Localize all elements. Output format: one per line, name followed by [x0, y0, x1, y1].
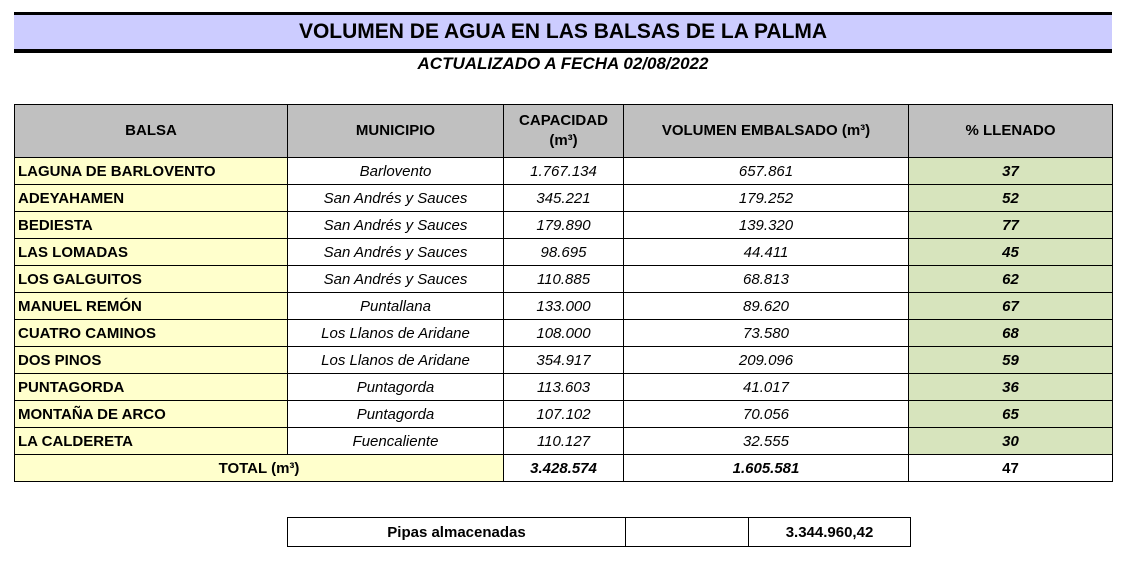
cell: CUATRO CAMINOS: [14, 319, 288, 347]
cell: 67: [908, 292, 1113, 320]
cell: Barlovento: [287, 157, 504, 185]
cell: 77: [908, 211, 1113, 239]
column-header: BALSA: [14, 104, 288, 158]
table-row: ADEYAHAMEN San Andrés y Sauces 345.221 179.…: [14, 184, 1113, 212]
cell: 108.000: [503, 319, 624, 347]
total-cell: 1.605.581: [623, 454, 909, 482]
cell: MANUEL REMÓN: [14, 292, 288, 320]
cell: 45: [908, 238, 1113, 266]
table-row: MANUEL REMÓN Puntallana 133.000 89.620 67: [14, 292, 1113, 320]
title: VOLUMEN DE AGUA EN LAS BALSAS DE LA PALM…: [14, 12, 1112, 53]
cell: LAGUNA DE BARLOVENTO: [14, 157, 288, 185]
table-row: LAGUNA DE BARLOVENTO Barlovento 1.767.134 6…: [14, 157, 1113, 185]
cell: LOS GALGUITOS: [14, 265, 288, 293]
reservoir-table: BALSA MUNICIPIO CAPACIDAD (m³) VOLUMEN EMBA…: [14, 104, 1113, 482]
cell: 209.096: [623, 346, 909, 374]
cell: 30: [908, 427, 1113, 455]
cell: 139.320: [623, 211, 909, 239]
cell: LA CALDERETA: [14, 427, 288, 455]
table-body: LAGUNA DE BARLOVENTO Barlovento 1.767.134 6…: [14, 157, 1113, 482]
cell: Puntallana: [287, 292, 504, 320]
column-header: VOLUMEN EMBALSADO (m³): [623, 104, 909, 158]
cell: 179.890: [503, 211, 624, 239]
cell: 62: [908, 265, 1113, 293]
cell: 70.056: [623, 400, 909, 428]
cell: 113.603: [503, 373, 624, 401]
cell: 41.017: [623, 373, 909, 401]
table-row: LA CALDERETA Fuencaliente 110.127 32.555 30: [14, 427, 1113, 455]
cell: PUNTAGORDA: [14, 373, 288, 401]
column-header: % LLENADO: [908, 104, 1113, 158]
table-row: CUATRO CAMINOS Los Llanos de Aridane 108.0…: [14, 319, 1113, 347]
cell: 65: [908, 400, 1113, 428]
total-cell: 47: [908, 454, 1113, 482]
cell: 107.102: [503, 400, 624, 428]
cell: 52: [908, 184, 1113, 212]
cell: Los Llanos de Aridane: [287, 319, 504, 347]
header-row: BALSA MUNICIPIO CAPACIDAD (m³) VOLUMEN EMBA…: [14, 104, 1113, 158]
table-row: PUNTAGORDA Puntagorda 113.603 41.017 36: [14, 373, 1113, 401]
cell: 179.252: [623, 184, 909, 212]
cell: Los Llanos de Aridane: [287, 346, 504, 374]
cell: MONTAÑA DE ARCO: [14, 400, 288, 428]
summary-table: Pipas almacenadas 3.344.960,42: [287, 517, 911, 547]
table-row: BEDIESTA San Andrés y Sauces 179.890 139.32…: [14, 211, 1113, 239]
cell: 345.221: [503, 184, 624, 212]
cell: 68: [908, 319, 1113, 347]
table-row: LAS LOMADAS San Andrés y Sauces 98.695 44.4…: [14, 238, 1113, 266]
cell: 44.411: [623, 238, 909, 266]
empty-cell: [625, 517, 749, 547]
cell: 73.580: [623, 319, 909, 347]
cell: 1.767.134: [503, 157, 624, 185]
cell: 657.861: [623, 157, 909, 185]
cell: 37: [908, 157, 1113, 185]
cell: 133.000: [503, 292, 624, 320]
cell: Puntagorda: [287, 373, 504, 401]
subtitle: ACTUALIZADO A FECHA 02/08/2022: [417, 54, 709, 73]
cell: 98.695: [503, 238, 624, 266]
column-header: CAPACIDAD (m³): [503, 104, 624, 158]
cell: 68.813: [623, 265, 909, 293]
cell: 354.917: [503, 346, 624, 374]
summary-row: Pipas almacenadas 3.344.960,42: [287, 517, 911, 547]
cell: BEDIESTA: [14, 211, 288, 239]
summary-value: 3.344.960,42: [748, 517, 911, 547]
column-header: MUNICIPIO: [287, 104, 504, 158]
table-row: LOS GALGUITOS San Andrés y Sauces 110.885 6…: [14, 265, 1113, 293]
cell: San Andrés y Sauces: [287, 184, 504, 212]
total-cell: 3.428.574: [503, 454, 624, 482]
cell: Puntagorda: [287, 400, 504, 428]
cell: 89.620: [623, 292, 909, 320]
cell: ADEYAHAMEN: [14, 184, 288, 212]
cell: 110.127: [503, 427, 624, 455]
total-row: TOTAL (m³) 3.428.574 1.605.581 47: [14, 454, 1113, 482]
summary-label: Pipas almacenadas: [287, 517, 626, 547]
cell: 32.555: [623, 427, 909, 455]
cell: San Andrés y Sauces: [287, 211, 504, 239]
cell: 110.885: [503, 265, 624, 293]
cell: San Andrés y Sauces: [287, 238, 504, 266]
table-row: MONTAÑA DE ARCO Puntagorda 107.102 70.056 65: [14, 400, 1113, 428]
table-row: DOS PINOS Los Llanos de Aridane 354.917 209…: [14, 346, 1113, 374]
cell: 59: [908, 346, 1113, 374]
total-cell: TOTAL (m³): [14, 454, 504, 482]
cell: Fuencaliente: [287, 427, 504, 455]
cell: LAS LOMADAS: [14, 238, 288, 266]
cell: 36: [908, 373, 1113, 401]
cell: DOS PINOS: [14, 346, 288, 374]
cell: San Andrés y Sauces: [287, 265, 504, 293]
